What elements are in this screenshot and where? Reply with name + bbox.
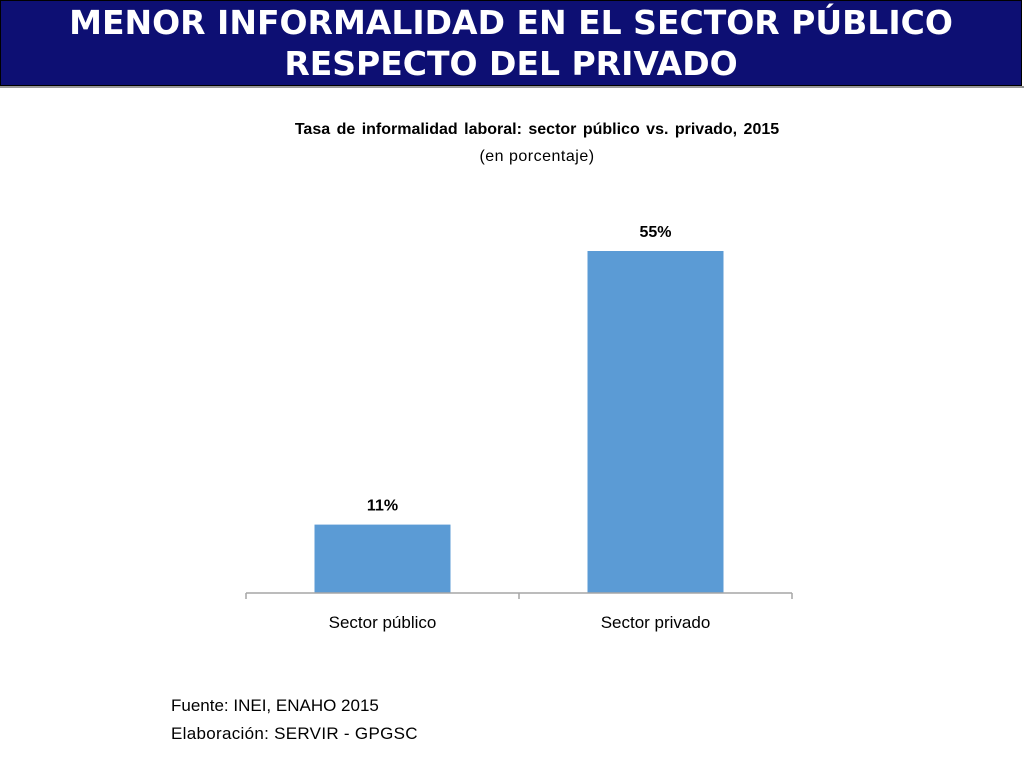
banner-divider [0, 86, 1024, 88]
data-label: 11% [367, 498, 398, 515]
category-label: Sector privado [601, 613, 711, 632]
category-label: Sector público [329, 613, 437, 632]
source-note: Fuente: INEI, ENAHO 2015 [171, 696, 379, 715]
chart-title: Tasa de informalidad laboral: sector púb… [294, 121, 780, 138]
credit-note: Elaboración: SERVIR - GPGSC [171, 724, 418, 743]
title-banner: MENOR INFORMALIDAD EN EL SECTOR PÚBLICO … [0, 0, 1022, 86]
slide-title-line-1: MENOR INFORMALIDAD EN EL SECTOR PÚBLICO [69, 3, 953, 42]
slide-title-line-2: RESPECTO DEL PRIVADO [284, 44, 738, 83]
bar-sector-publico [314, 524, 451, 593]
chart-subtitle: (en porcentaje) [479, 148, 595, 165]
bar-sector-privado [587, 251, 724, 593]
data-label: 55% [639, 224, 671, 241]
